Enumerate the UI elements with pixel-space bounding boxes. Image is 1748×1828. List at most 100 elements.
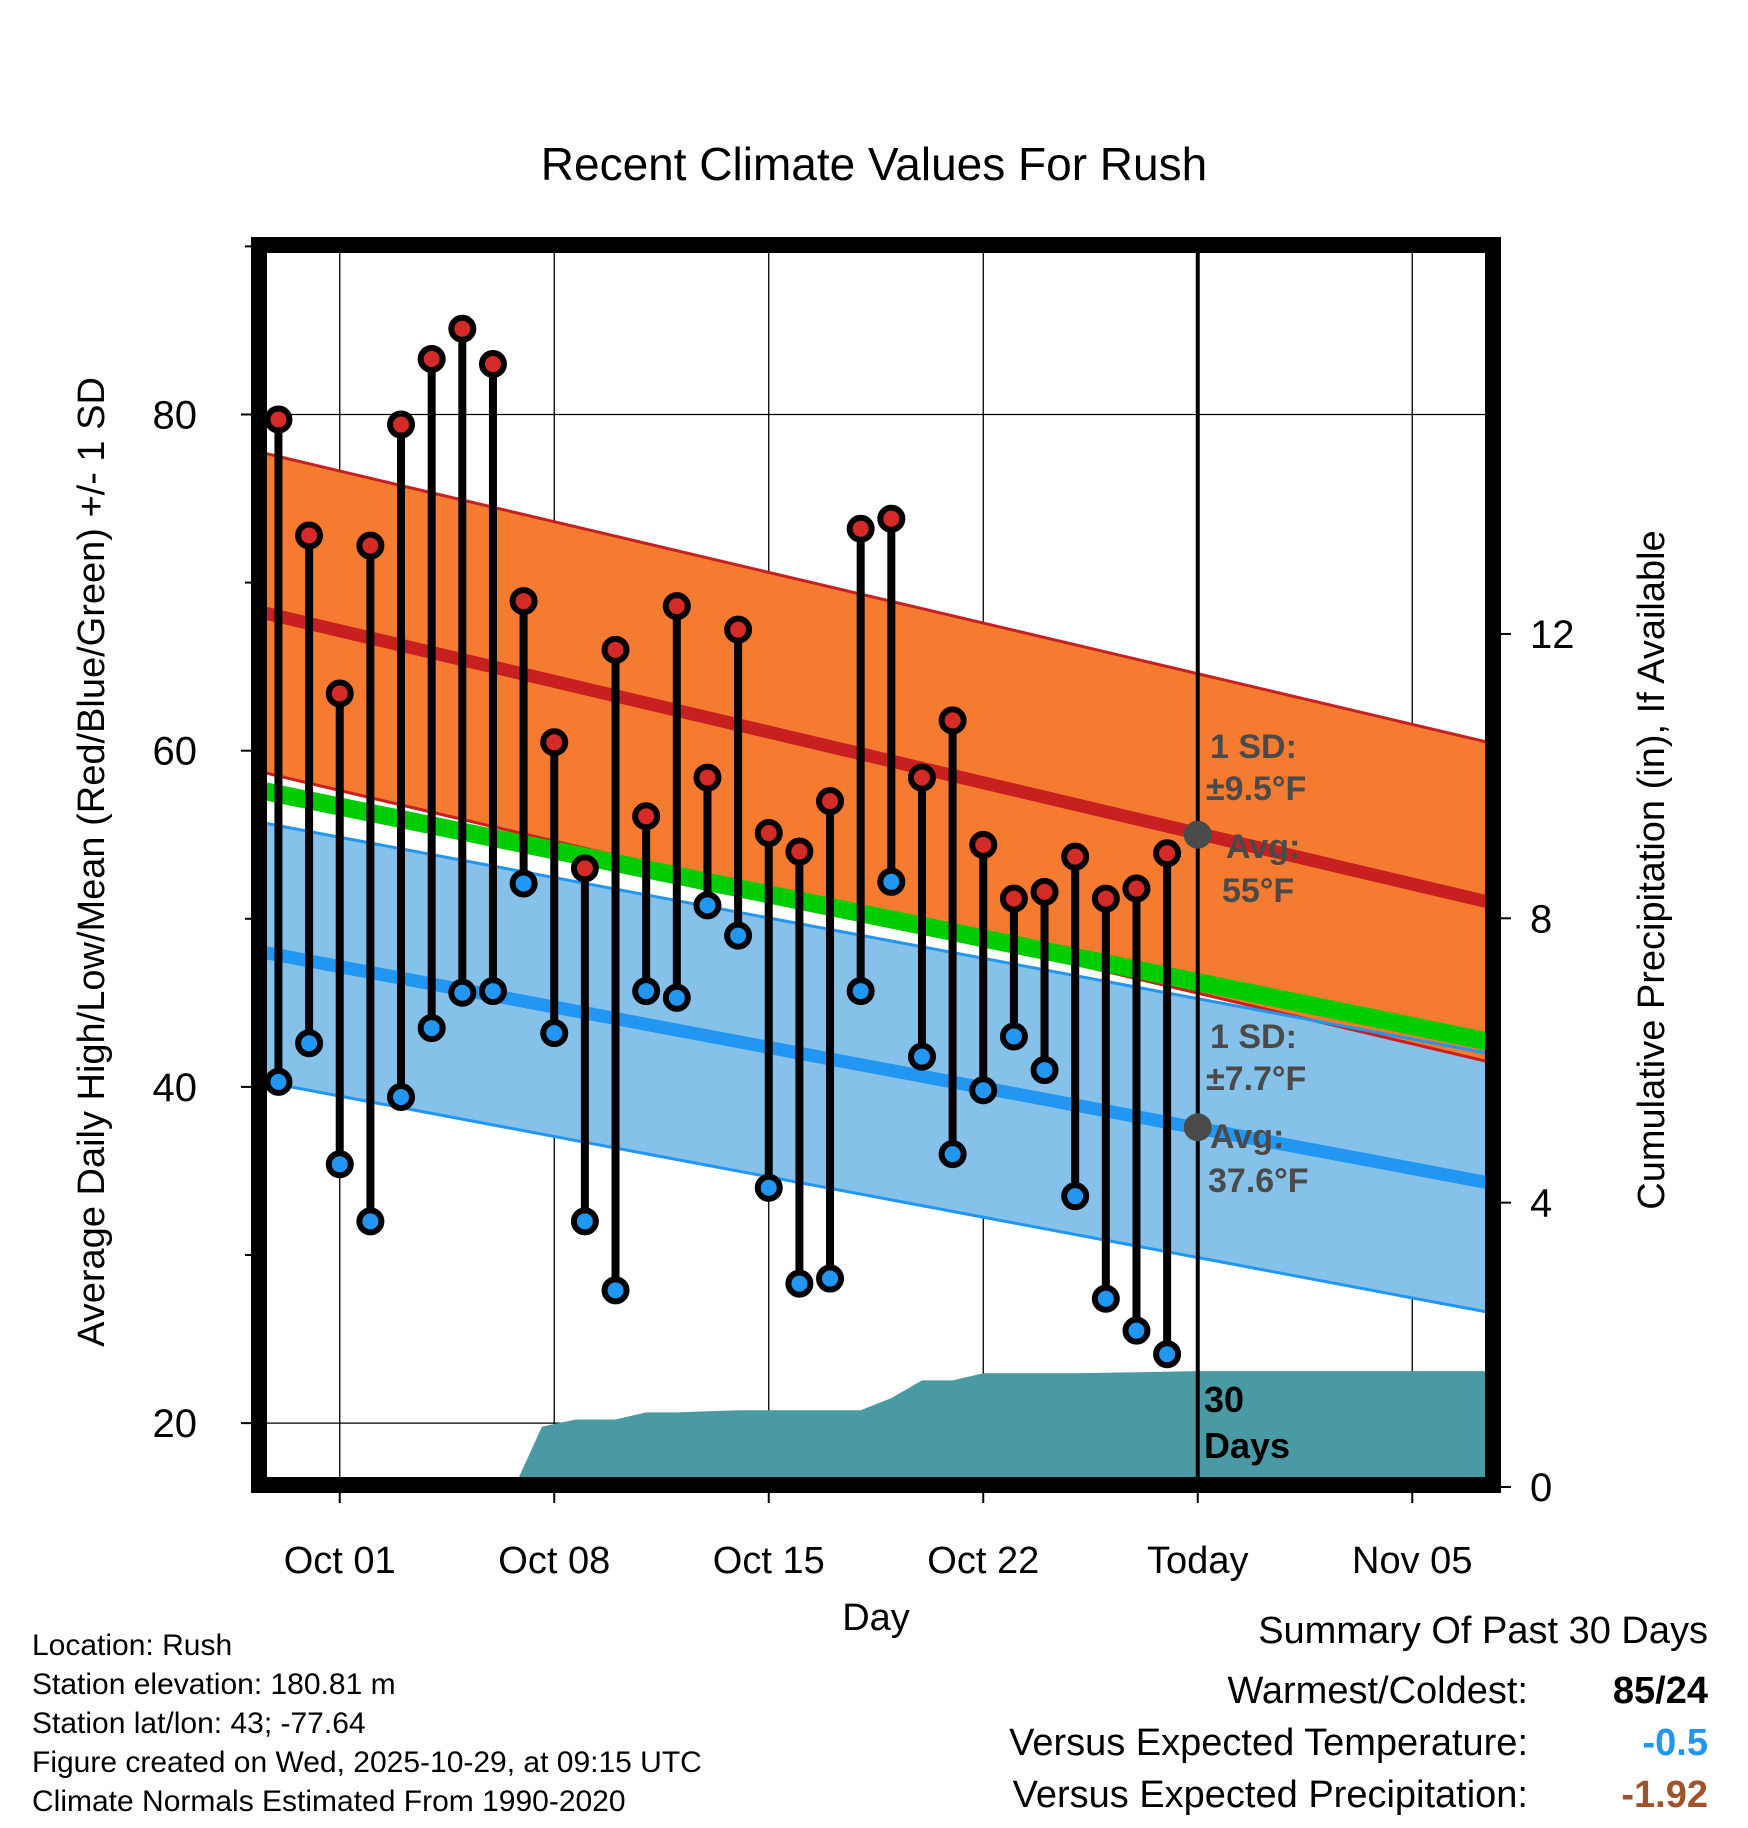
high-point bbox=[1153, 839, 1182, 868]
summary-title: Summary Of Past 30 Days bbox=[1258, 1610, 1708, 1652]
x-tick-label-1: Oct 08 bbox=[498, 1540, 610, 1582]
high-point bbox=[816, 787, 845, 816]
day-bar-27 bbox=[1061, 842, 1090, 1211]
day-bar-18 bbox=[785, 837, 814, 1298]
day-bar-30 bbox=[1153, 839, 1182, 1369]
low-point bbox=[632, 977, 661, 1006]
y2-tick-label-4: 4 bbox=[1530, 1182, 1552, 1226]
day-bar-9 bbox=[509, 587, 538, 898]
precipitation-area bbox=[514, 1371, 1488, 1487]
high-point bbox=[754, 819, 783, 848]
warm-cold-value: 85/24 bbox=[1612, 1670, 1708, 1712]
y2-tick-label-8: 8 bbox=[1530, 897, 1552, 941]
x-tick-label-2: Oct 15 bbox=[713, 1540, 825, 1582]
low-point bbox=[478, 977, 507, 1006]
low-point bbox=[816, 1264, 845, 1293]
day-bar-14 bbox=[662, 592, 691, 1012]
high-point bbox=[387, 410, 416, 439]
normals-text: Climate Normals Estimated From 1990-2020 bbox=[32, 1785, 626, 1818]
high-point bbox=[570, 854, 599, 883]
x-tick-label-3: Oct 22 bbox=[927, 1540, 1039, 1582]
plot-frame bbox=[251, 237, 1501, 1493]
low-point bbox=[601, 1276, 630, 1305]
sd-bands bbox=[264, 451, 1488, 1314]
high-point bbox=[601, 635, 630, 664]
high-band-upper-edge bbox=[264, 451, 1488, 744]
high-point bbox=[846, 514, 875, 543]
high-sd-label: 1 SD: bbox=[1210, 728, 1297, 766]
low-point bbox=[1061, 1182, 1090, 1211]
created-text: Figure created on Wed, 2025-10-29, at 09… bbox=[32, 1746, 702, 1779]
y-tick-label-60: 60 bbox=[153, 730, 198, 774]
x-axis-label: Day bbox=[842, 1597, 910, 1639]
high-avg-label: Avg: bbox=[1226, 828, 1300, 866]
high-point bbox=[877, 504, 906, 533]
day-bar-11 bbox=[570, 854, 599, 1236]
normal-high-line bbox=[264, 606, 1488, 909]
chart-title: Recent Climate Values For Rush bbox=[541, 138, 1207, 190]
day-bar-8 bbox=[478, 350, 507, 1006]
precip-days-label-2: Days bbox=[1204, 1425, 1290, 1466]
high-point bbox=[478, 350, 507, 379]
normal-mean-line bbox=[264, 782, 1488, 1051]
low-point bbox=[662, 983, 691, 1012]
warm-cold-label: Warmest/Coldest: bbox=[1227, 1670, 1528, 1712]
day-bar-6 bbox=[417, 344, 446, 1043]
low-point bbox=[999, 1022, 1028, 1051]
day-bar-7 bbox=[448, 314, 477, 1007]
low-point bbox=[325, 1150, 354, 1179]
high-point bbox=[724, 615, 753, 644]
low-point bbox=[417, 1014, 446, 1043]
low-point bbox=[938, 1140, 967, 1169]
high-point bbox=[1122, 874, 1151, 903]
day-bar-21 bbox=[877, 504, 906, 896]
day-bar-24 bbox=[969, 830, 998, 1105]
low-point bbox=[387, 1082, 416, 1111]
high-point bbox=[969, 830, 998, 859]
low-band-upper-edge bbox=[264, 821, 1488, 1055]
y-tick-label-40: 40 bbox=[153, 1066, 198, 1110]
low-point bbox=[754, 1173, 783, 1202]
high-point bbox=[356, 531, 385, 560]
low-point bbox=[448, 978, 477, 1007]
high-point bbox=[1030, 877, 1059, 906]
y2-tick-label-0: 0 bbox=[1530, 1466, 1552, 1510]
low-sd-label: 1 SD: bbox=[1210, 1018, 1297, 1056]
high-avg-marker bbox=[1183, 820, 1212, 849]
day-bar-22 bbox=[907, 763, 936, 1071]
low-point bbox=[1091, 1284, 1120, 1313]
low-point bbox=[907, 1042, 936, 1071]
day-bar-12 bbox=[601, 635, 630, 1305]
y-axis-label: Average Daily High/Low/Mean (Red/Blue/Gr… bbox=[71, 377, 113, 1347]
day-bar-10 bbox=[540, 728, 569, 1048]
low-avg-value: 37.6°F bbox=[1208, 1162, 1309, 1200]
high-point bbox=[325, 679, 354, 708]
low-point bbox=[1122, 1316, 1151, 1345]
precip-departure-value: -1.92 bbox=[1621, 1774, 1708, 1816]
y-tick-label-80: 80 bbox=[153, 393, 198, 437]
high-avg-value: 55°F bbox=[1222, 872, 1294, 910]
day-bar-2 bbox=[295, 521, 324, 1058]
day-bar-23 bbox=[938, 706, 967, 1169]
low-point bbox=[1153, 1340, 1182, 1369]
day-bar-25 bbox=[999, 884, 1028, 1051]
day-bar-4 bbox=[356, 531, 385, 1236]
day-bar-28 bbox=[1091, 884, 1120, 1313]
low-point bbox=[295, 1029, 324, 1058]
low-band-lower-edge bbox=[264, 1080, 1488, 1314]
day-bar-5 bbox=[387, 410, 416, 1111]
day-bar-29 bbox=[1122, 874, 1151, 1345]
low-point bbox=[540, 1019, 569, 1048]
high-point bbox=[448, 314, 477, 343]
day-bar-1 bbox=[264, 405, 293, 1096]
low-point bbox=[1030, 1056, 1059, 1085]
low-point bbox=[264, 1067, 293, 1096]
elevation-text: Station elevation: 180.81 m bbox=[32, 1668, 396, 1701]
high-point bbox=[1091, 884, 1120, 913]
high-point bbox=[999, 884, 1028, 913]
high-point bbox=[693, 763, 722, 792]
day-bar-17 bbox=[754, 819, 783, 1202]
day-bar-13 bbox=[632, 802, 661, 1006]
annotations: 1 SD: ±9.5°F Avg: 55°F 1 SD: ±7.7°F Avg: 37.6°F… bbox=[1183, 250, 1309, 1480]
low-point bbox=[785, 1269, 814, 1298]
